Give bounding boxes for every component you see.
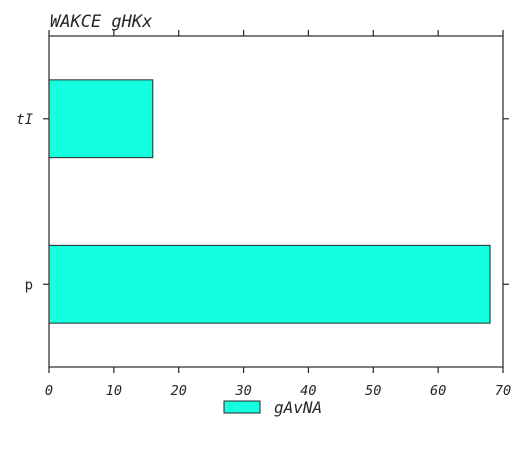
y-tick-label-tI: tI [16, 112, 33, 128]
legend-swatch-gAvNA [223, 400, 261, 414]
legend-label-gAvNA: gAvNA [274, 398, 322, 417]
x-tick-label-10: 10 [106, 383, 122, 399]
x-tick-label-60: 60 [430, 383, 446, 399]
y-tick-label-p: p [25, 277, 33, 293]
x-tick-label-30: 30 [234, 383, 251, 399]
legend: gAvNA [223, 398, 322, 417]
x-tick-label-0: 0 [45, 383, 53, 399]
x-tick-label-40: 40 [300, 383, 316, 399]
plot-area: tI p 0 10 20 30 40 50 60 70 [16, 30, 511, 399]
x-tick-label-50: 50 [365, 383, 381, 399]
x-tick-label-20: 20 [171, 383, 187, 399]
bar-p [48, 244, 491, 324]
chart-title: WAKCE gHKx [50, 12, 153, 32]
bar-tI [48, 79, 154, 159]
plot-frame [48, 35, 504, 368]
x-tick-label-70: 70 [495, 383, 511, 399]
